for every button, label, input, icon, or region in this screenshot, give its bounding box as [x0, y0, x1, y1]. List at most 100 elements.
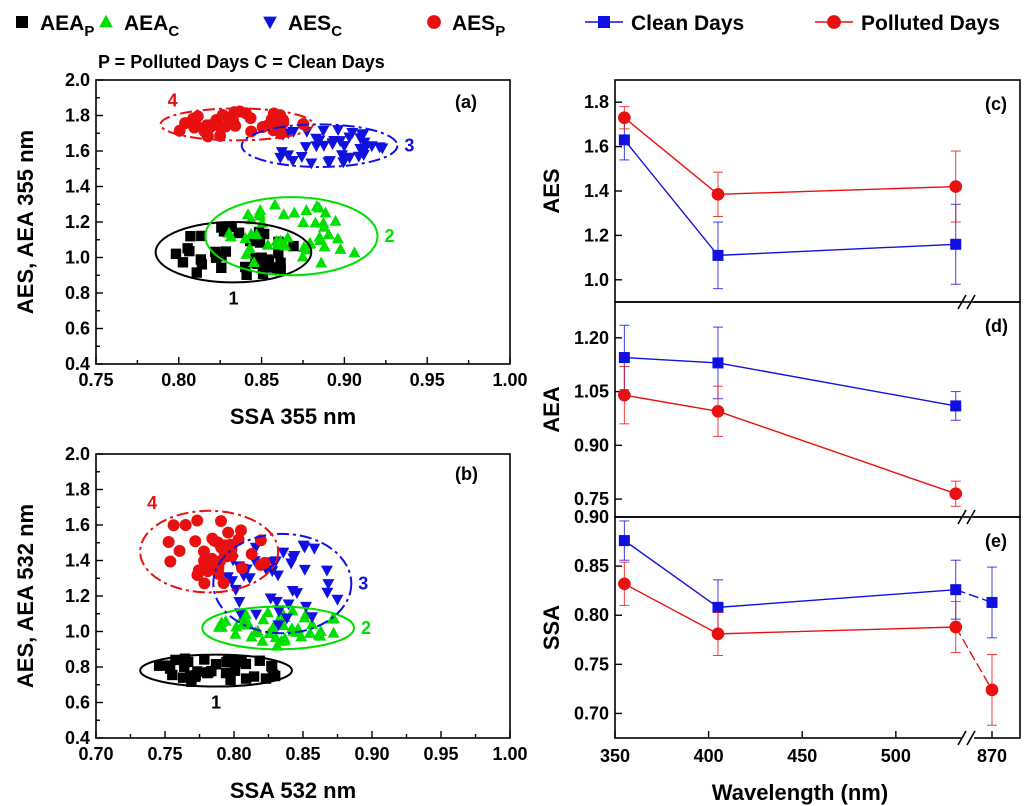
- series-clean-days: [618, 520, 998, 639]
- scatter-point: [274, 152, 287, 164]
- scatter-point: [270, 596, 283, 608]
- chart-panels: 0.75 0.80 0.85 0.90 0.95 1.000.40.60.81.01.21…: [13, 70, 1021, 805]
- cluster-aea-p: [153, 653, 281, 687]
- x-axis-label: SSA 355 nm: [230, 404, 356, 429]
- scatter-point: [291, 588, 304, 600]
- scatter-point: [348, 246, 361, 258]
- x-tick-label: 450: [787, 746, 817, 766]
- data-point: [618, 535, 630, 547]
- scatter-point: [261, 606, 274, 618]
- data-point: [985, 683, 999, 697]
- y-tick-label: 0.85: [574, 556, 609, 576]
- scatter-point: [215, 541, 228, 554]
- scatter-point: [261, 238, 274, 250]
- scatter-point: [287, 126, 300, 138]
- data-point: [618, 111, 631, 125]
- y-tick-label: 0.70: [574, 703, 609, 723]
- y-tick-label: 0.6: [65, 319, 90, 339]
- y-tick-label: 1.8: [584, 92, 609, 112]
- cluster-ellipse-2: [201, 605, 356, 651]
- scatter-point: [273, 248, 284, 259]
- scatter-point: [271, 238, 284, 250]
- scatter-point: [253, 209, 266, 221]
- data-point: [618, 134, 630, 146]
- line-panel-c: 1.0 1.2 1.4 1.6 1.8 (c) AES: [539, 79, 1021, 310]
- scatter-point: [253, 226, 265, 238]
- legend-subscript: P: [495, 23, 505, 40]
- plot-frame: [95, 79, 511, 365]
- scatter-point: [210, 659, 222, 670]
- scatter-point: [282, 599, 295, 611]
- series-clean-days: [618, 324, 962, 421]
- y-tick-label: 0.75: [574, 489, 609, 509]
- cluster-ellipse-1: [139, 653, 293, 688]
- scatter-point: [300, 204, 313, 216]
- scatter-point: [314, 234, 327, 246]
- scatter-point: [222, 526, 235, 539]
- series-line-segment: [624, 356, 719, 364]
- scatter-point: [215, 515, 227, 528]
- line-panel-d: 0.750.901.051.20(d)AEA: [539, 301, 1021, 525]
- legend-item-2: AESC: [263, 12, 342, 40]
- panel-label: (e): [985, 531, 1007, 551]
- scatter-point: [188, 121, 201, 134]
- data-point: [618, 352, 630, 364]
- axis-break-slash: [957, 730, 967, 746]
- y-tick-label: 0.8: [65, 283, 90, 303]
- y-tick-label: 0.6: [65, 693, 90, 713]
- scatter-point: [296, 250, 309, 262]
- cluster-ellipse-4: [159, 107, 314, 142]
- scatter-point: [268, 198, 281, 210]
- legend: AEAP AEAC AESC AESP Clean Days Polluted Days: [16, 12, 1000, 40]
- legend-marker: [827, 15, 841, 29]
- y-tick-label: 1.0: [65, 248, 90, 268]
- y-tick-label: 1.6: [65, 141, 90, 161]
- y-tick-label: 1.20: [574, 328, 609, 348]
- series-line-segment: [624, 394, 719, 412]
- scatter-point: [337, 157, 350, 169]
- cluster-label-2: 2: [361, 618, 371, 638]
- scatter-point: [229, 627, 242, 639]
- scatter-point: [322, 579, 335, 591]
- scatter-point: [191, 514, 204, 527]
- scatter-point: [260, 673, 272, 684]
- scatter-point: [205, 552, 218, 565]
- scatter-point: [153, 660, 165, 671]
- scatter-point: [321, 587, 334, 599]
- scatter-point: [236, 562, 248, 575]
- series-line-segment: [717, 588, 956, 609]
- scatter-point: [216, 222, 227, 233]
- scatter-point: [271, 639, 284, 651]
- cluster-label-4: 4: [168, 90, 178, 110]
- x-tick-label: 0.95: [423, 744, 458, 764]
- scatter-point: [262, 254, 273, 265]
- cluster-label-2: 2: [385, 226, 395, 246]
- x-axis-label: SSA 532 nm: [230, 778, 356, 803]
- legend-marker: [263, 16, 277, 30]
- panel-label: (a): [455, 92, 477, 112]
- scatter-point: [240, 261, 251, 273]
- scatter-point: [320, 565, 333, 577]
- series-line-segment: [623, 139, 719, 256]
- axis-break: [957, 730, 976, 746]
- scatter-point: [376, 143, 389, 155]
- cluster-label-1: 1: [228, 288, 238, 308]
- x-tick-label: 350: [600, 746, 630, 766]
- legend-item-3: AESP: [427, 12, 505, 40]
- scatter-point: [278, 634, 291, 646]
- scatter-point: [167, 669, 178, 681]
- scatter-point: [239, 608, 252, 620]
- scatter-point: [191, 110, 204, 123]
- x-tick-label: 1.00: [492, 370, 527, 390]
- scatter-point: [182, 243, 193, 254]
- series-line-segment: [717, 243, 956, 257]
- scatter-point: [254, 655, 265, 666]
- scatter-point: [233, 656, 245, 668]
- data-point: [712, 357, 724, 369]
- scatter-point: [331, 594, 344, 606]
- legend-label: Polluted Days: [861, 12, 1000, 35]
- legend-marker: [99, 14, 113, 28]
- scatter-point: [331, 232, 344, 244]
- x-tick-label: 0.75: [147, 744, 182, 764]
- scatter-point: [254, 237, 266, 248]
